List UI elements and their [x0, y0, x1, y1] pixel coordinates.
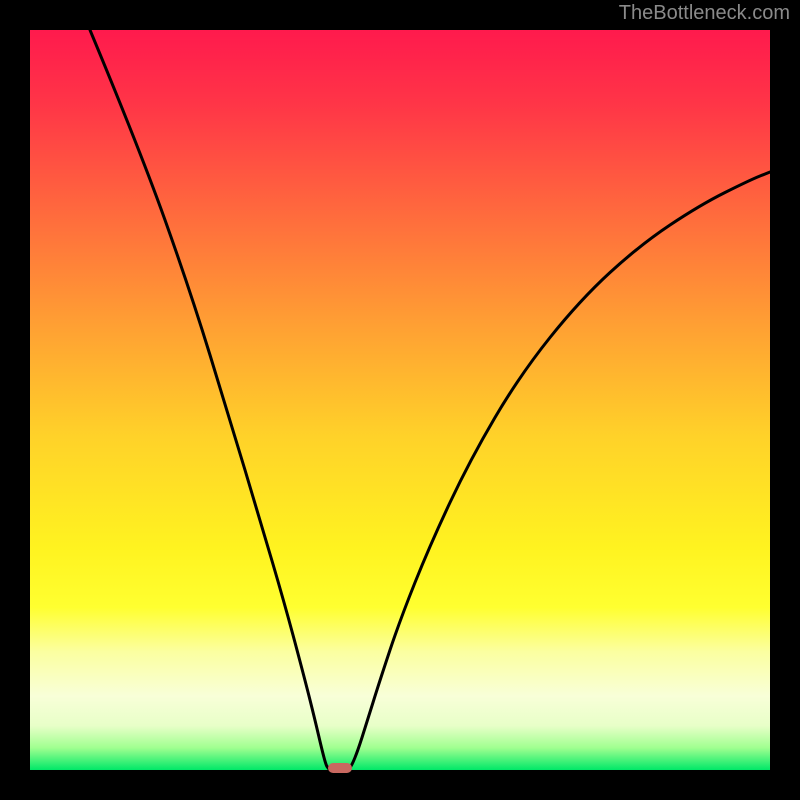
plot-area	[30, 30, 770, 770]
watermark-text: TheBottleneck.com	[619, 2, 790, 25]
chart-frame: TheBottleneck.com	[0, 0, 800, 800]
notch-curve	[30, 30, 770, 770]
minimum-marker	[328, 763, 352, 773]
